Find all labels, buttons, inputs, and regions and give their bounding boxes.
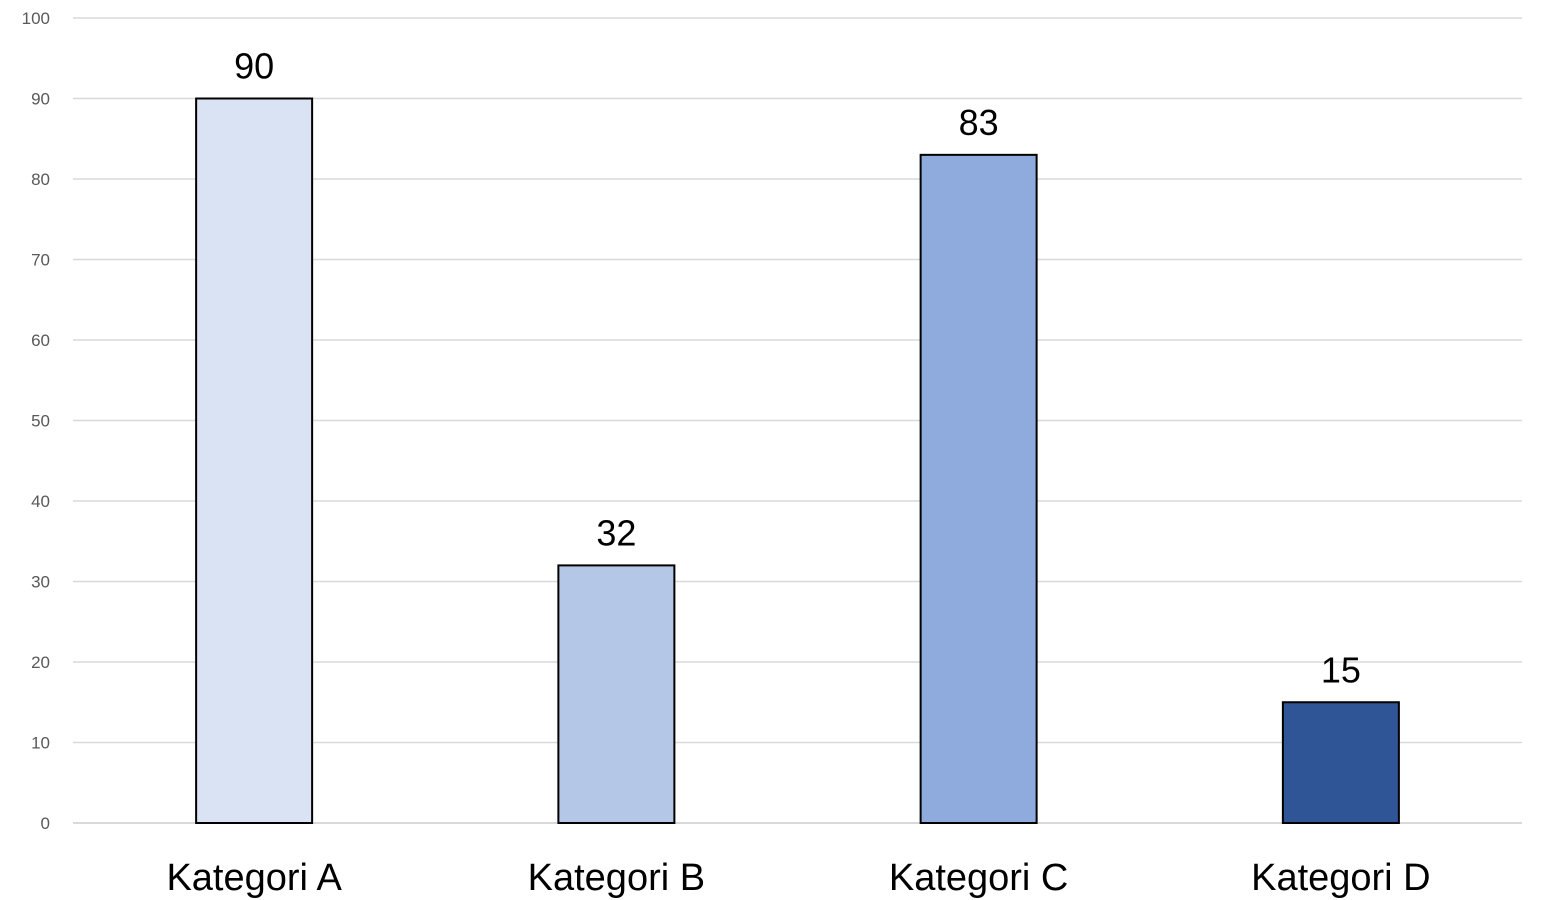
data-label: 83 — [959, 102, 999, 143]
y-tick-label: 60 — [31, 331, 50, 350]
y-tick-label: 100 — [22, 9, 50, 28]
bar — [558, 565, 674, 823]
y-tick-label: 80 — [31, 170, 50, 189]
x-tick-label: Kategori A — [166, 857, 342, 899]
x-tick-label: Kategori D — [1251, 857, 1431, 899]
x-axis-ticks: Kategori A Kategori B Kategori C Kategori D — [166, 857, 1430, 899]
data-label: 32 — [596, 512, 636, 553]
bars — [196, 99, 1399, 824]
y-tick-label: 90 — [31, 90, 50, 109]
y-tick-label: 40 — [31, 492, 50, 511]
y-tick-label: 70 — [31, 251, 50, 270]
y-tick-label: 20 — [31, 653, 50, 672]
y-tick-label: 30 — [31, 573, 50, 592]
x-tick-label: Kategori C — [889, 857, 1069, 899]
bar — [921, 155, 1037, 823]
y-axis-ticks: 0 10 20 30 40 50 60 70 80 90 100 — [22, 9, 50, 833]
data-label: 90 — [234, 46, 274, 87]
x-tick-label: Kategori B — [528, 857, 705, 899]
y-tick-label: 0 — [41, 814, 50, 833]
bar — [1283, 702, 1399, 823]
bar — [196, 99, 312, 824]
y-tick-label: 10 — [31, 734, 50, 753]
data-label: 15 — [1321, 649, 1361, 690]
data-labels: 90 32 83 15 — [234, 46, 1361, 691]
y-tick-label: 50 — [31, 412, 50, 431]
